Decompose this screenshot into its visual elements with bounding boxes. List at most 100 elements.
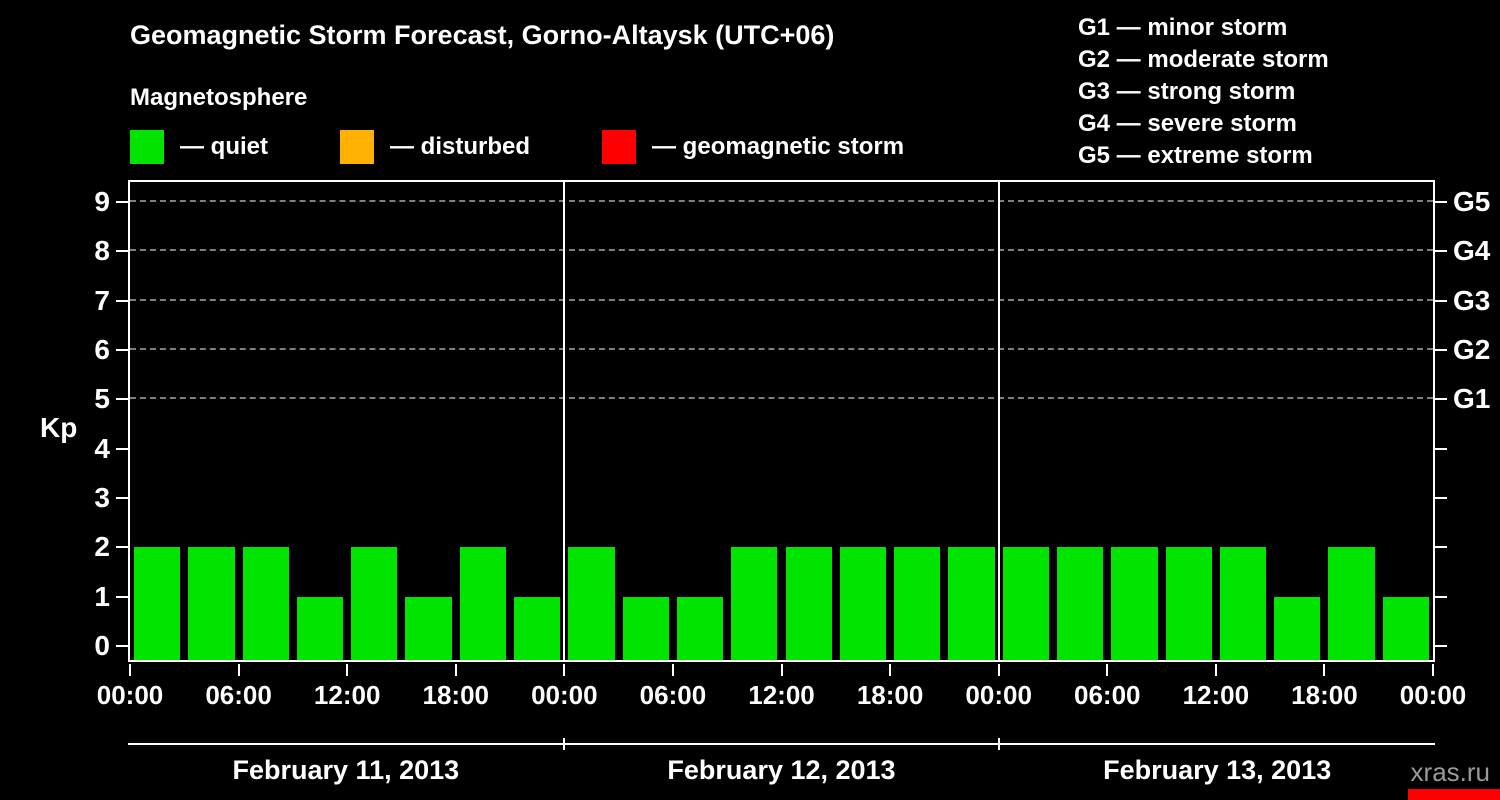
y-axis-tick [116, 200, 128, 203]
date-axis-line [128, 743, 1435, 745]
x-axis-time-label: 06:00 [639, 680, 707, 710]
date-separator [562, 738, 565, 750]
watermark: xras.ru [1410, 757, 1490, 787]
plot-area: 0 1 2 3 4 5 6 7 8 9 G1 G2 G3 G4 G5 00:00 06:00 12:00 18:00… [94, 180, 1490, 710]
kp-bar [1219, 547, 1267, 660]
y-axis-label: 2 [94, 531, 110, 563]
quiet-color-swatch [130, 130, 164, 164]
y-axis-label: 4 [94, 432, 110, 464]
y-axis-tick [116, 645, 128, 648]
y-axis-tick [1435, 250, 1447, 253]
kp-gridline [130, 249, 1433, 252]
x-axis-tick [780, 664, 783, 676]
y-axis-title: Kp [40, 412, 78, 443]
kp-bar [188, 547, 235, 660]
x-axis-time-label: 00:00 [965, 680, 1032, 710]
x-axis-tick [129, 664, 131, 676]
x-axis-tick [1432, 664, 1434, 676]
x-axis-time-label: 18:00 [422, 680, 490, 710]
x-axis-tick [1323, 664, 1326, 676]
kp-gridline [130, 298, 1433, 301]
y-axis-label: 3 [94, 482, 110, 514]
day-separator [997, 182, 1000, 660]
y-axis-tick [1435, 348, 1447, 351]
date-label: February 13, 2013 [1103, 755, 1332, 785]
g-scale-label: G3 [1453, 284, 1491, 316]
y-axis-tick [1435, 595, 1447, 598]
y-axis-tick [116, 348, 128, 351]
kp-bar [1056, 547, 1104, 660]
magnetosphere-label: Magnetosphere [130, 84, 308, 111]
y-axis-tick [116, 299, 128, 302]
date-label: February 11, 2013 [232, 755, 460, 785]
y-axis-label: 9 [94, 185, 110, 217]
x-axis-tick [454, 664, 457, 676]
g-scale-label: G4 [1453, 235, 1491, 267]
kp-bar [1165, 547, 1212, 660]
y-axis-tick [1435, 299, 1447, 302]
y-axis-tick [116, 546, 128, 549]
x-axis-tick [889, 664, 892, 676]
g-legend-line-g5: G5 — extreme storm [1078, 142, 1313, 169]
x-axis-tick [237, 664, 240, 676]
y-axis-label: 8 [94, 235, 110, 267]
kp-bar [296, 596, 344, 660]
kp-bar [1328, 547, 1375, 660]
legend-label-storm: — geomagnetic storm [652, 133, 905, 160]
x-axis-time-label: 12:00 [313, 680, 381, 710]
kp-bar [1111, 547, 1158, 660]
g-legend-line-g2: G2 — moderate storm [1078, 46, 1329, 73]
status-legend: — quiet — disturbed — geomagnetic storm [130, 130, 976, 164]
date-label: February 12, 2013 [667, 755, 896, 785]
kp-bar [242, 547, 289, 660]
date-separator [998, 738, 1001, 750]
legend-label-disturbed: — disturbed [390, 133, 531, 160]
x-axis-tick [1106, 664, 1109, 676]
x-axis-time-label: 18:00 [856, 680, 924, 710]
y-axis-label: 5 [94, 383, 110, 415]
x-axis-tick [997, 664, 1000, 676]
kp-bar [839, 547, 887, 660]
y-axis-tick [1435, 398, 1447, 401]
kp-gridline [130, 347, 1433, 350]
x-axis-tick [563, 664, 566, 676]
y-axis-tick [116, 398, 128, 401]
x-axis-tick [671, 664, 674, 676]
bottom-right-red-bar [1408, 789, 1500, 800]
y-axis-tick [116, 497, 128, 500]
y-axis-tick [1435, 447, 1447, 450]
disturbed-color-swatch [340, 130, 374, 164]
kp-bar [1274, 596, 1321, 660]
y-axis-tick [1435, 497, 1447, 500]
x-axis-time-label: 06:00 [1074, 680, 1141, 710]
kp-bar [405, 596, 452, 660]
y-axis-tick [116, 250, 128, 253]
kp-bar [459, 547, 507, 660]
kp-bar [894, 547, 941, 660]
kp-bar [676, 596, 724, 660]
kp-gridline [130, 397, 1433, 400]
kp-bar [622, 596, 669, 660]
y-axis-label: 0 [94, 630, 110, 662]
x-axis-tick [346, 664, 349, 676]
date-axis: February 11, 2013 February 12, 2013 Februa… [128, 738, 1435, 795]
day-separator [563, 182, 566, 660]
y-axis-tick [1435, 645, 1447, 648]
kp-bar [568, 547, 615, 660]
y-axis-tick [116, 595, 128, 598]
y-axis-label: 7 [94, 284, 110, 316]
y-axis-label: 6 [94, 333, 110, 365]
kp-bar [948, 547, 995, 660]
x-axis-time-label: 00:00 [96, 680, 164, 710]
kp-bar [731, 547, 778, 660]
page-title: Geomagnetic Storm Forecast, Gorno-Altays… [130, 20, 835, 50]
x-axis-time-label: 00:00 [531, 680, 598, 710]
x-axis-time-label: 12:00 [748, 680, 815, 710]
g-scale-label: G5 [1453, 185, 1491, 217]
kp-gridline [130, 199, 1433, 202]
x-axis-time-label: 06:00 [205, 680, 272, 710]
legend-item-quiet: — quiet [130, 130, 268, 164]
x-axis-time-label: 18:00 [1291, 680, 1358, 710]
kp-bar [1002, 547, 1049, 660]
